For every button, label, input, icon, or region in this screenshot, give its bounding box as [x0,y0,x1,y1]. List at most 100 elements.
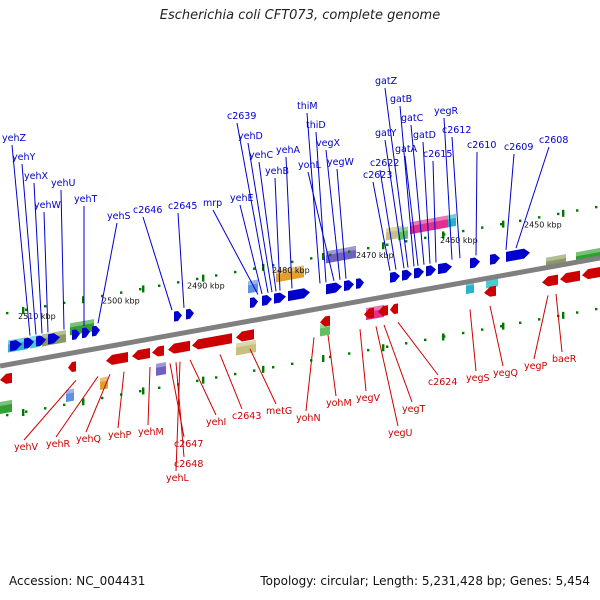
forward-gene-label[interactable]: mrp [203,198,222,209]
reverse-gene-label[interactable]: yehQ [76,434,101,445]
forward-gene-label[interactable]: yegW [327,157,354,168]
reverse-gene-arrow[interactable] [192,333,232,350]
forward-gene-label[interactable]: c2610 [467,140,496,151]
forward-gene-label[interactable]: gatB [390,94,412,105]
forward-gene-label[interactable]: gatY [375,128,397,139]
reverse-gene-label[interactable]: yehL [166,473,189,484]
forward-gene-arrow[interactable] [92,325,100,337]
forward-gene-arrow[interactable] [186,308,194,320]
forward-gene-label[interactable]: yehC [249,150,273,161]
reverse-gene-label[interactable]: yegQ [493,368,518,379]
reverse-gene-arrow[interactable] [378,305,388,317]
forward-gene-arrow[interactable] [402,269,412,281]
reverse-gene-label[interactable]: yohN [296,413,321,424]
reverse-gene-label[interactable]: yehM [138,427,164,438]
forward-gene-arrow[interactable] [10,340,22,352]
reverse-gene-label[interactable]: yehP [108,430,131,441]
forward-gene-arrow[interactable] [356,278,364,289]
reverse-gene-label[interactable]: yehV [14,442,38,453]
forward-gene-label[interactable]: c2622 [370,158,399,169]
reverse-gene-arrow[interactable] [152,345,164,357]
forward-gene-arrow[interactable] [426,265,436,277]
reverse-gene-label[interactable]: c2648 [174,459,203,470]
forward-gene-label[interactable]: yehZ [2,133,26,144]
forward-gene-label[interactable]: vegX [316,138,340,149]
reverse-gene-label[interactable]: yegV [356,393,380,404]
forward-gene-arrow[interactable] [48,333,60,345]
forward-gene-arrow[interactable] [288,288,310,302]
reverse-gene-label[interactable]: yegS [466,373,490,384]
forward-gene-label[interactable]: yehS [107,211,131,222]
forward-gene-label[interactable]: gatA [395,144,418,155]
leader-line [397,322,439,376]
forward-gene-arrow[interactable] [24,337,34,349]
reverse-gene-label[interactable]: yehI [206,417,226,428]
forward-gene-arrow[interactable] [274,292,286,304]
reverse-gene-arrow[interactable] [106,351,128,365]
reverse-gene-arrow[interactable] [168,340,190,354]
forward-gene-label[interactable]: gatD [413,130,436,141]
forward-gene-label[interactable]: c2623 [363,170,392,181]
reverse-gene-arrow[interactable] [484,285,496,297]
reverse-gene-arrow[interactable] [320,315,330,327]
forward-gene-arrow[interactable] [506,248,530,262]
reverse-gene-label[interactable]: metG [266,406,292,417]
forward-gene-label[interactable]: yehY [12,152,35,163]
forward-gene-arrow[interactable] [326,282,342,295]
forward-gene-arrow[interactable] [250,297,258,308]
forward-gene-label[interactable]: yehD [238,131,263,142]
reverse-gene-label[interactable]: baeR [552,354,577,365]
reverse-gene-arrow[interactable] [0,372,12,384]
forward-gene-arrow[interactable] [72,329,80,341]
reverse-gene-label[interactable]: yohM [326,398,352,409]
forward-gene-label[interactable]: c2608 [539,135,568,146]
forward-gene-label[interactable]: yehT [74,194,97,205]
forward-gene-label[interactable]: yegR [434,106,458,117]
forward-gene-arrow[interactable] [470,257,480,269]
forward-gene-label[interactable]: yehW [34,200,61,211]
reverse-gene-label[interactable]: yegT [402,404,425,415]
forward-gene-label[interactable]: thiM [297,101,318,112]
forward-gene-label[interactable]: c2646 [133,205,162,216]
forward-gene-arrow[interactable] [390,271,400,283]
reverse-gene-label[interactable]: yegU [388,428,412,439]
reverse-gene-arrow[interactable] [542,274,558,287]
forward-gene-label[interactable]: c2609 [504,142,533,153]
forward-gene-label[interactable]: c2615 [423,149,452,160]
forward-gene-label[interactable]: yehE [230,193,254,204]
forward-gene-label[interactable]: c2612 [442,125,471,136]
reverse-gene-arrow[interactable] [68,361,76,373]
forward-gene-label[interactable]: yehX [24,171,48,182]
reverse-gene-label[interactable]: yehR [46,439,70,450]
forward-gene-label[interactable]: gatZ [375,76,398,87]
reverse-gene-arrow[interactable] [582,267,600,280]
reverse-gene-label[interactable]: c2643 [232,411,261,422]
reverse-gene-arrow[interactable] [560,270,580,284]
forward-gene-arrow[interactable] [490,253,500,265]
scale-dot [481,328,484,331]
reverse-gene-label[interactable]: c2624 [428,377,457,388]
forward-gene-arrow[interactable] [82,327,90,339]
forward-gene-label[interactable]: yohL [298,160,321,171]
forward-gene-label[interactable]: yehB [265,166,289,177]
reverse-gene-arrow[interactable] [236,329,254,342]
forward-gene-arrow[interactable] [262,294,272,306]
leader-line [307,171,335,281]
forward-gene-arrow[interactable] [344,280,354,292]
forward-gene-label[interactable]: yehA [276,145,300,156]
forward-gene-label[interactable]: yehU [51,178,75,189]
reverse-gene-arrow[interactable] [390,303,398,315]
reverse-gene-label[interactable]: c2647 [174,439,203,450]
forward-gene-label[interactable]: c2639 [227,111,256,122]
forward-gene-arrow[interactable] [174,310,182,322]
forward-gene-arrow[interactable] [438,262,452,275]
reverse-gene-arrow[interactable] [364,307,374,319]
forward-gene-label[interactable]: thiD [306,120,326,131]
scale-dot [576,209,579,212]
forward-gene-arrow[interactable] [36,335,46,347]
reverse-gene-label[interactable]: yegP [524,361,547,372]
forward-gene-label[interactable]: gatC [401,113,424,124]
forward-gene-label[interactable]: c2645 [168,201,197,212]
reverse-gene-arrow[interactable] [132,348,150,361]
forward-gene-arrow[interactable] [414,267,424,279]
